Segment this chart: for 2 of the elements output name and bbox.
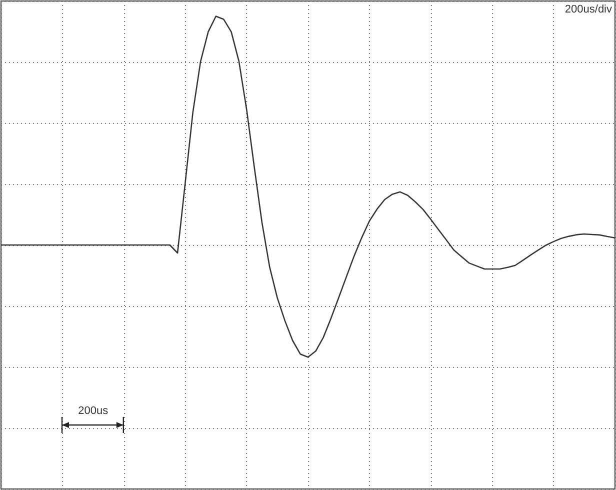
text: 200us	[77, 404, 110, 417]
text: 200us/div	[564, 4, 612, 16]
